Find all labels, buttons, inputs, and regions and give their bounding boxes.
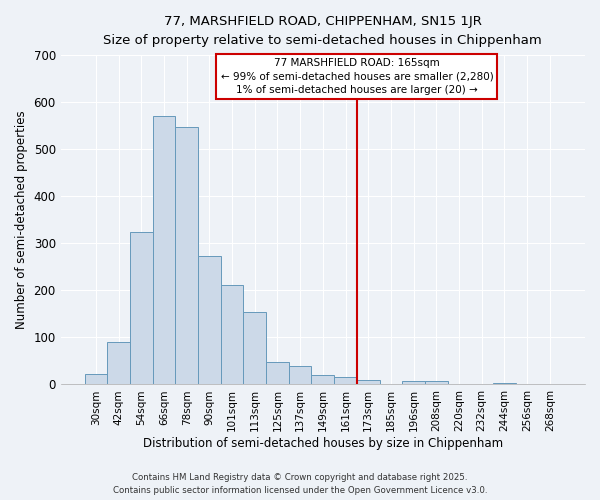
Bar (152, 116, 175, 384)
Bar (334, 378, 357, 384)
Text: Contains HM Land Registry data © Crown copyright and database right 2025.
Contai: Contains HM Land Registry data © Crown c… (113, 474, 487, 495)
Bar (402, 380, 425, 384)
Bar (357, 380, 380, 384)
Title: 77, MARSHFIELD ROAD, CHIPPENHAM, SN15 1JR
Size of property relative to semi-deta: 77, MARSHFIELD ROAD, CHIPPENHAM, SN15 1J… (103, 15, 542, 47)
X-axis label: Distribution of semi-detached houses by size in Chippenham: Distribution of semi-detached houses by … (143, 437, 503, 450)
Bar (311, 375, 334, 384)
Text: 77 MARSHFIELD ROAD: 165sqm
← 99% of semi-detached houses are smaller (2,280)
1% : 77 MARSHFIELD ROAD: 165sqm ← 99% of semi… (221, 58, 493, 95)
Bar (244, 312, 266, 384)
Bar (85, 374, 107, 384)
Bar (198, 256, 221, 384)
Bar (493, 382, 516, 384)
Bar (175, 126, 198, 384)
Bar (289, 366, 311, 384)
Bar (130, 232, 152, 384)
Y-axis label: Number of semi-detached properties: Number of semi-detached properties (15, 110, 28, 329)
Bar (107, 342, 130, 384)
Bar (221, 284, 244, 384)
Bar (266, 362, 289, 384)
Bar (425, 380, 448, 384)
